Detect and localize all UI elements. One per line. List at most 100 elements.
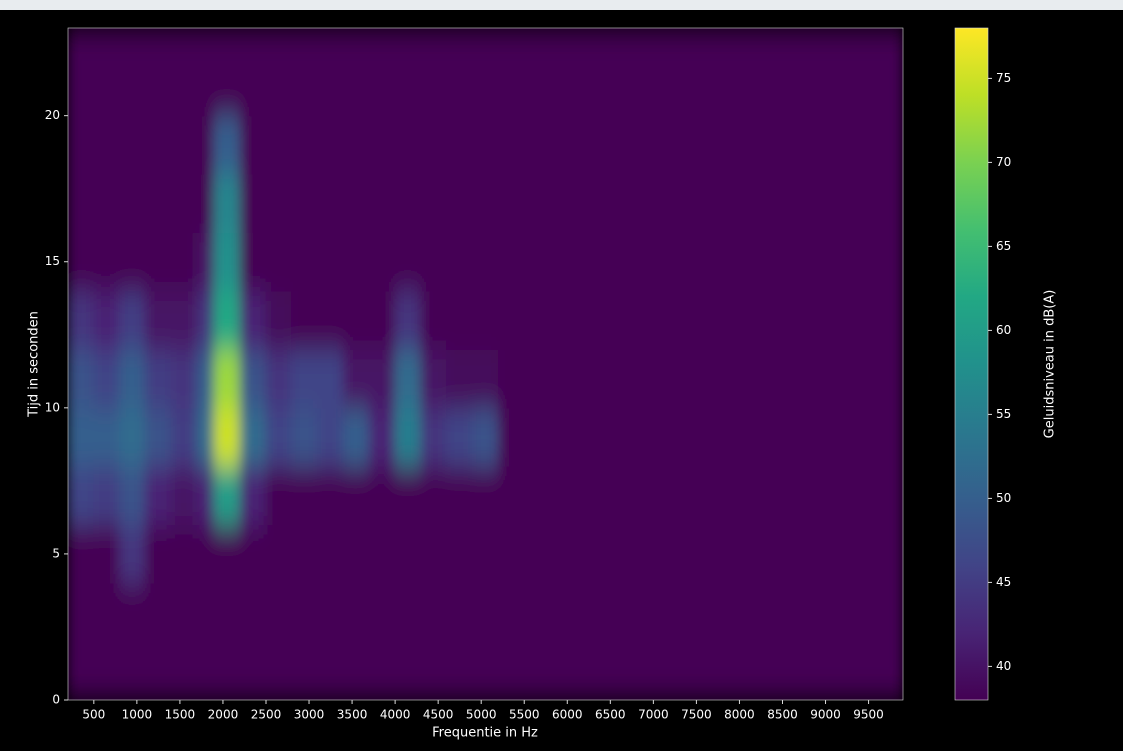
heatmap-cell [240, 583, 267, 642]
heatmap-cell [498, 290, 525, 349]
y-tick-label: 5 [52, 546, 60, 560]
heatmap-cell [420, 28, 447, 58]
heatmap-cell [343, 349, 370, 408]
heatmap-cell [68, 232, 95, 291]
heatmap-cell [240, 524, 267, 583]
heatmap-cell [214, 174, 241, 233]
heatmap-cell [68, 524, 95, 583]
heatmap-cell [145, 28, 172, 58]
heatmap-cell [197, 174, 215, 233]
heatmap-cell [317, 407, 344, 466]
heatmap-cell [93, 641, 120, 700]
heatmap-cell [446, 466, 473, 525]
heatmap-cell [240, 290, 267, 349]
heatmap-cell [472, 174, 499, 233]
heatmap-cell [119, 290, 146, 349]
heatmap-cell [214, 524, 241, 583]
heatmap-cell [265, 349, 292, 408]
heatmap-cell [317, 524, 344, 583]
heatmap-cell [369, 349, 396, 408]
heatmap-cell [317, 57, 344, 116]
heatmap-cell [145, 641, 172, 700]
heatmap-cell [291, 524, 318, 583]
heatmap-cell [420, 583, 447, 642]
colorbar-tick-label: 65 [996, 239, 1011, 253]
heatmap-cell [395, 290, 422, 349]
heatmap [68, 28, 904, 701]
heatmap-cell [472, 641, 499, 700]
colorbar-tick-label: 55 [996, 407, 1011, 421]
heatmap-cell [395, 524, 422, 583]
heatmap-cell [472, 466, 499, 525]
heatmap-cell [68, 466, 95, 525]
heatmap-cell [395, 349, 422, 408]
heatmap-cell [498, 583, 525, 642]
heatmap-cell [446, 641, 473, 700]
heatmap-cell [498, 115, 525, 174]
heatmap-cell [446, 524, 473, 583]
heatmap-cell [343, 407, 370, 466]
heatmap-cell [68, 115, 95, 174]
x-tick-label: 9500 [853, 708, 884, 722]
heatmap-cell [524, 583, 904, 642]
y-tick-label: 10 [45, 400, 60, 414]
heatmap-cell [343, 466, 370, 525]
heatmap-cell [498, 174, 525, 233]
heatmap-cell [446, 174, 473, 233]
heatmap-cell [524, 290, 904, 349]
heatmap-cell [498, 57, 525, 116]
heatmap-cell [68, 583, 95, 642]
heatmap-cell [197, 57, 215, 116]
heatmap-cell [68, 349, 95, 408]
heatmap-cell [93, 349, 120, 408]
heatmap-cell [93, 407, 120, 466]
heatmap-cell [369, 232, 396, 291]
colorbar-tick-label: 60 [996, 323, 1011, 337]
heatmap-cell [291, 28, 318, 58]
heatmap-cell [343, 232, 370, 291]
x-tick-label: 5000 [466, 708, 497, 722]
heatmap-cell [472, 349, 499, 408]
heatmap-cell [395, 57, 422, 116]
x-tick-label: 8000 [724, 708, 755, 722]
x-tick-label: 1000 [122, 708, 153, 722]
heatmap-cell [145, 232, 172, 291]
x-tick-label: 9000 [810, 708, 841, 722]
x-tick-label: 6000 [552, 708, 583, 722]
heatmap-cell [68, 407, 95, 466]
heatmap-cell [68, 57, 95, 116]
heatmap-cell [291, 407, 318, 466]
heatmap-cell [446, 115, 473, 174]
heatmap-cell [291, 641, 318, 700]
heatmap-cell [145, 349, 172, 408]
heatmap-cell [420, 174, 447, 233]
heatmap-cell [317, 290, 344, 349]
heatmap-cell [171, 349, 198, 408]
heatmap-cell [214, 115, 241, 174]
heatmap-cell [524, 407, 904, 466]
heatmap-cell [93, 115, 120, 174]
heatmap-cell [214, 28, 241, 58]
heatmap-cell [291, 466, 318, 525]
heatmap-cell [145, 466, 172, 525]
heatmap-cell [498, 524, 525, 583]
heatmap-cell [343, 57, 370, 116]
heatmap-cell [420, 57, 447, 116]
heatmap-cell [291, 349, 318, 408]
heatmap-cell [369, 641, 396, 700]
heatmap-cell [498, 466, 525, 525]
heatmap-cell [369, 583, 396, 642]
x-tick-label: 1500 [165, 708, 196, 722]
heatmap-cell [472, 524, 499, 583]
heatmap-cell [369, 524, 396, 583]
heatmap-cell [369, 290, 396, 349]
heatmap-cell [498, 28, 525, 58]
heatmap-cell [395, 115, 422, 174]
page: Frequentie in Hz Tijd in seconden Geluid… [0, 0, 1123, 751]
heatmap-cell [93, 466, 120, 525]
heatmap-cell [498, 407, 525, 466]
y-tick-label: 20 [45, 108, 60, 122]
heatmap-cell [171, 466, 198, 525]
chart: Frequentie in Hz Tijd in seconden Geluid… [0, 0, 1123, 751]
heatmap-cell [68, 290, 95, 349]
